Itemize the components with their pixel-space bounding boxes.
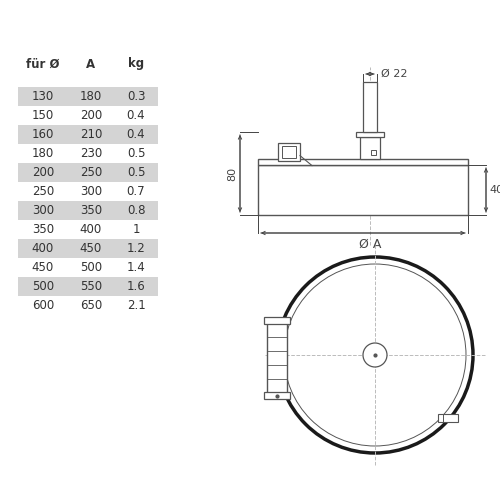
Text: 0.8: 0.8 bbox=[127, 204, 145, 217]
Text: 1.2: 1.2 bbox=[126, 242, 146, 255]
Bar bbox=[18, 239, 68, 258]
Bar bbox=[363, 82, 377, 132]
Bar bbox=[18, 144, 68, 163]
Bar bbox=[371, 150, 376, 155]
Text: Ø 22: Ø 22 bbox=[381, 69, 407, 79]
Text: 1: 1 bbox=[132, 223, 140, 236]
Text: 230: 230 bbox=[80, 147, 102, 160]
Text: 0.7: 0.7 bbox=[126, 185, 146, 198]
Bar bbox=[68, 144, 114, 163]
Bar bbox=[114, 144, 158, 163]
Text: 250: 250 bbox=[80, 166, 102, 179]
Bar bbox=[18, 277, 68, 296]
Bar bbox=[267, 323, 287, 393]
Bar bbox=[68, 220, 114, 239]
Bar bbox=[258, 165, 468, 215]
Bar bbox=[18, 125, 68, 144]
Bar bbox=[68, 106, 114, 125]
Bar bbox=[18, 220, 68, 239]
Text: 80: 80 bbox=[227, 166, 237, 180]
Text: 1.6: 1.6 bbox=[126, 280, 146, 293]
Text: 350: 350 bbox=[32, 223, 54, 236]
Bar bbox=[114, 296, 158, 315]
Bar bbox=[68, 277, 114, 296]
Bar bbox=[114, 87, 158, 106]
Text: 130: 130 bbox=[32, 90, 54, 103]
Text: 2.1: 2.1 bbox=[126, 299, 146, 312]
Text: 180: 180 bbox=[80, 90, 102, 103]
Bar bbox=[18, 296, 68, 315]
Text: 450: 450 bbox=[80, 242, 102, 255]
Text: 210: 210 bbox=[80, 128, 102, 141]
Text: 0.5: 0.5 bbox=[127, 166, 145, 179]
Text: 600: 600 bbox=[32, 299, 54, 312]
Text: 500: 500 bbox=[80, 261, 102, 274]
Text: 550: 550 bbox=[80, 280, 102, 293]
Bar bbox=[68, 87, 114, 106]
Bar bbox=[114, 201, 158, 220]
Bar bbox=[356, 132, 384, 137]
Text: 0.4: 0.4 bbox=[126, 128, 146, 141]
Bar bbox=[68, 239, 114, 258]
Text: 0.3: 0.3 bbox=[127, 90, 145, 103]
Text: 250: 250 bbox=[32, 185, 54, 198]
Text: 1.4: 1.4 bbox=[126, 261, 146, 274]
Bar bbox=[18, 163, 68, 182]
Text: 300: 300 bbox=[32, 204, 54, 217]
Text: 500: 500 bbox=[32, 280, 54, 293]
Text: 150: 150 bbox=[32, 109, 54, 122]
Text: 200: 200 bbox=[80, 109, 102, 122]
Bar bbox=[282, 146, 296, 158]
Bar bbox=[360, 137, 380, 159]
Text: 0.5: 0.5 bbox=[127, 147, 145, 160]
Bar bbox=[68, 201, 114, 220]
Text: 160: 160 bbox=[32, 128, 54, 141]
Bar bbox=[278, 143, 300, 161]
Bar bbox=[114, 220, 158, 239]
Text: 180: 180 bbox=[32, 147, 54, 160]
Circle shape bbox=[277, 257, 473, 453]
Text: 40: 40 bbox=[489, 185, 500, 195]
Bar bbox=[264, 317, 290, 324]
Text: für Ø: für Ø bbox=[26, 58, 60, 70]
Text: 300: 300 bbox=[80, 185, 102, 198]
Text: 400: 400 bbox=[80, 223, 102, 236]
Text: 0.4: 0.4 bbox=[126, 109, 146, 122]
Text: 200: 200 bbox=[32, 166, 54, 179]
Text: 350: 350 bbox=[80, 204, 102, 217]
Bar bbox=[68, 182, 114, 201]
Bar bbox=[114, 277, 158, 296]
Bar bbox=[18, 106, 68, 125]
Bar bbox=[18, 87, 68, 106]
Bar bbox=[438, 414, 458, 422]
Bar bbox=[258, 159, 468, 165]
Text: kg: kg bbox=[128, 58, 144, 70]
Bar bbox=[114, 106, 158, 125]
Bar bbox=[68, 258, 114, 277]
Text: 400: 400 bbox=[32, 242, 54, 255]
Bar bbox=[114, 239, 158, 258]
Bar bbox=[18, 201, 68, 220]
Bar bbox=[18, 258, 68, 277]
Text: Ø A: Ø A bbox=[359, 238, 381, 251]
Text: 450: 450 bbox=[32, 261, 54, 274]
Text: A: A bbox=[86, 58, 96, 70]
Bar bbox=[68, 125, 114, 144]
Bar bbox=[264, 392, 290, 399]
Bar bbox=[68, 163, 114, 182]
Text: 650: 650 bbox=[80, 299, 102, 312]
Bar bbox=[114, 125, 158, 144]
Bar bbox=[68, 296, 114, 315]
Bar bbox=[114, 163, 158, 182]
Circle shape bbox=[284, 264, 466, 446]
Bar bbox=[114, 182, 158, 201]
Bar bbox=[18, 182, 68, 201]
Circle shape bbox=[363, 343, 387, 367]
Bar bbox=[114, 258, 158, 277]
